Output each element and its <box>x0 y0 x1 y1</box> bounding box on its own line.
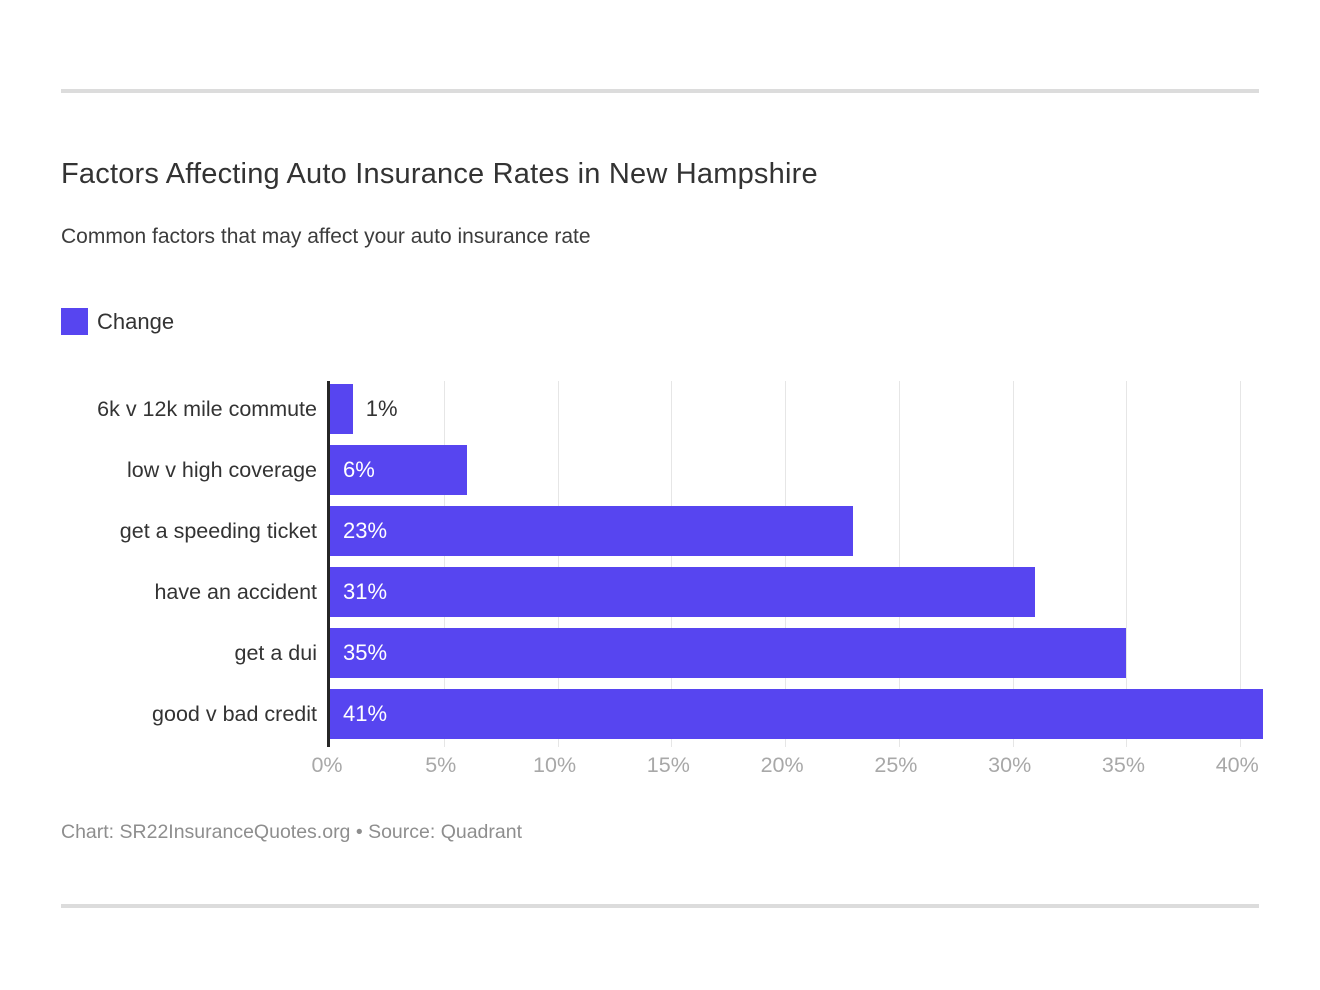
bar-value-label: 23% <box>343 518 388 543</box>
category-label: good v bad credit <box>152 702 317 726</box>
bar-value-label: 41% <box>343 701 388 726</box>
bar-value-label: 1% <box>365 396 398 421</box>
gridline <box>785 381 787 747</box>
bar-value-label: 31% <box>343 579 388 604</box>
gridline <box>898 381 900 747</box>
bar-value-label: 6% <box>343 457 375 482</box>
category-label: have an accident <box>154 580 317 604</box>
bar <box>330 384 353 434</box>
category-label: 6k v 12k mile commute <box>97 397 317 421</box>
chart-subtitle: Common factors that may affect your auto… <box>61 225 591 248</box>
x-tick-label: 35% <box>1101 753 1145 777</box>
category-label: low v high coverage <box>126 458 317 482</box>
chart-title: Factors Affecting Auto Insurance Rates i… <box>61 158 818 190</box>
x-axis-tick-labels: 0% 5% 10% 15% 20% 25% 30% 35% 40% <box>311 753 1260 785</box>
gridline <box>443 381 445 747</box>
top-divider <box>61 89 1259 93</box>
bar <box>330 567 1036 617</box>
category-label: get a dui <box>234 641 317 665</box>
bar <box>330 506 854 556</box>
x-tick-label: 10% <box>533 753 577 777</box>
gridline <box>1012 381 1014 747</box>
x-tick-label: 5% <box>425 753 457 777</box>
bar <box>330 689 1263 739</box>
bar-chart: 6k v 12k mile commute low v high coverage… <box>61 381 1263 801</box>
category-labels: 6k v 12k mile commute low v high coverage… <box>61 381 317 747</box>
legend: Change <box>61 308 174 335</box>
bar <box>330 445 467 495</box>
legend-label: Change <box>97 308 175 334</box>
x-tick-label: 30% <box>988 753 1032 777</box>
gridline <box>557 381 559 747</box>
bar <box>330 628 1127 678</box>
x-tick-label: 20% <box>760 753 804 777</box>
x-tick-label: 0% <box>311 753 343 777</box>
legend-swatch <box>61 308 88 335</box>
gridline <box>1126 381 1128 747</box>
bottom-divider <box>61 904 1259 908</box>
x-tick-label: 25% <box>874 753 918 777</box>
x-tick-label: 40% <box>1215 753 1259 777</box>
gridline <box>1240 381 1242 747</box>
x-tick-label: 15% <box>646 753 690 777</box>
gridline <box>671 381 673 747</box>
plot-area: 1% 6% 23% 31% 35% 41% <box>327 381 1263 747</box>
bar-value-label: 35% <box>343 640 388 665</box>
category-label: get a speeding ticket <box>119 519 317 543</box>
chart-footer: Chart: SR22InsuranceQuotes.org • Source:… <box>61 821 522 843</box>
